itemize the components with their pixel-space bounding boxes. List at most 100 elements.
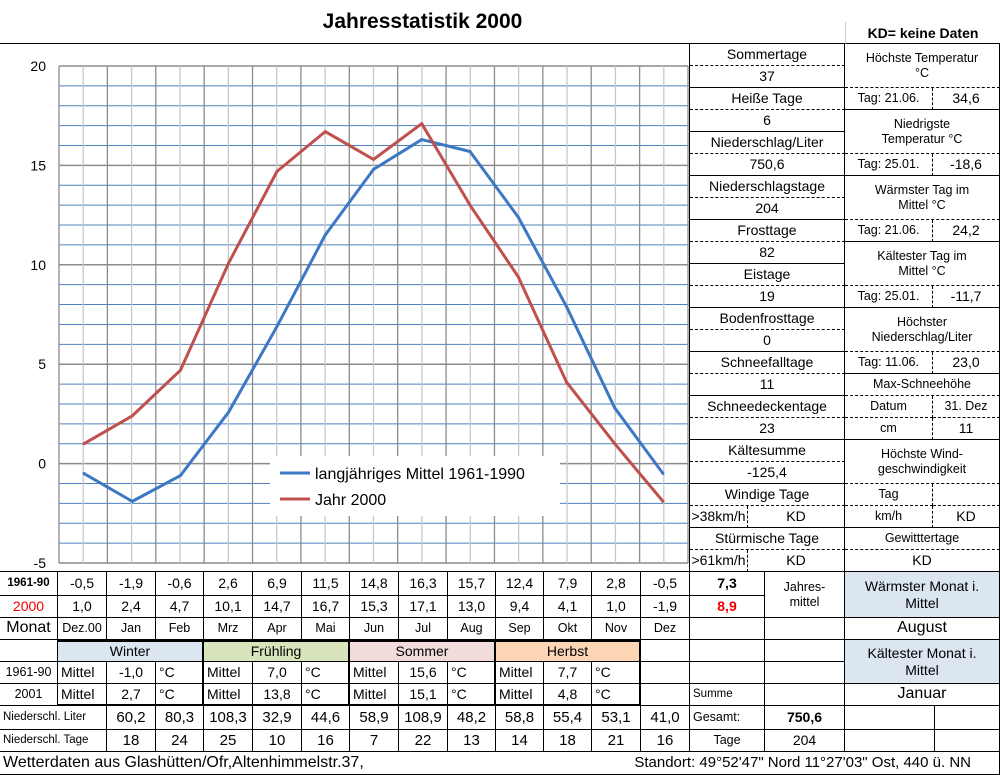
empty-cell (765, 684, 845, 706)
precip-days-value: 16 (641, 730, 690, 752)
year-value: 9,4 (496, 596, 544, 618)
month-label: Dez (641, 618, 690, 640)
season-year-value: 15,1 (399, 684, 448, 706)
stat-label: Eistage (690, 264, 845, 286)
snow-label: Max-Schneehöhe (845, 374, 1000, 396)
data-point (323, 233, 327, 237)
stat-value: 750,6 (690, 154, 845, 176)
data-point (516, 215, 520, 219)
empty-cell (641, 684, 690, 706)
row-label-precip-days: Niederschl. Tage (0, 730, 107, 752)
month-label: Mai (302, 618, 350, 640)
empty-cell (690, 618, 765, 640)
stat-label: Schneefalltage (690, 352, 845, 374)
season-mittel-label: Mittel (350, 662, 399, 684)
row-label-monat: Monat (0, 618, 58, 640)
month-label: Sep (496, 618, 544, 640)
season-unit: °C (592, 662, 641, 684)
month-label: Feb (156, 618, 204, 640)
stat-label: Niederschlag/Liter (690, 132, 845, 154)
stat-value: 23 (690, 418, 845, 440)
data-point (565, 380, 568, 384)
thunder-value: KD (845, 550, 1000, 572)
season-1961-value: 15,6 (399, 662, 448, 684)
y-tick-label: 15 (30, 157, 46, 173)
stat-label: Schneedeckentage (690, 396, 845, 418)
year-value: 1,0 (58, 596, 107, 618)
data-point (372, 157, 375, 161)
season-mittel-label: Mittel (204, 684, 253, 706)
stat-label: Frosttage (690, 220, 845, 242)
season-2-name: Sommer (350, 640, 496, 662)
season-mittel-label: Mittel (350, 684, 399, 706)
precip-liter-value: 58,9 (350, 706, 399, 730)
legend-box (270, 456, 560, 516)
annual-mittel-value: 7,3 (690, 572, 765, 596)
mittel-value: 16,3 (399, 572, 448, 596)
y-tick-label: 0 (38, 456, 46, 472)
max_temp-day: Tag: 21.06. (845, 88, 933, 110)
year-value: 14,7 (253, 596, 302, 618)
year-value: 15,3 (350, 596, 399, 618)
data-point (613, 442, 617, 446)
precip-liter-value: 108,9 (399, 706, 448, 730)
season-year-value: 4,8 (544, 684, 592, 706)
precip-liter-value: 80,3 (156, 706, 204, 730)
month-label: Jun (350, 618, 399, 640)
empty-cell (765, 662, 845, 684)
footer-location: Standort: 49°52'47" Nord 11°27'03" Ost, … (560, 752, 1000, 775)
tage-value: 204 (765, 730, 845, 752)
wind-value: KD (933, 506, 1000, 528)
data-point (130, 499, 134, 503)
warmest-month: August (845, 618, 1000, 640)
wind-day-label: Tag (845, 484, 933, 506)
month-label: Apr (253, 618, 302, 640)
stat-value: 0 (690, 330, 845, 352)
empty-cell (690, 640, 765, 662)
year-value: 10,1 (204, 596, 253, 618)
precip-liter-value: 44,6 (302, 706, 350, 730)
row-label-season-1961-90: 1961-90 (0, 662, 58, 684)
month-label: Mrz (204, 618, 253, 640)
season-mittel-label: Mittel (204, 662, 253, 684)
year-value: 2,4 (107, 596, 156, 618)
precip-liter-value: 32,9 (253, 706, 302, 730)
warm_day-day: Tag: 21.06. (845, 220, 933, 242)
stat-value: 37 (690, 66, 845, 88)
season-unit: °C (448, 684, 496, 706)
data-point (323, 130, 327, 134)
season-mittel-label: Mittel (58, 662, 107, 684)
empty-cell (845, 706, 935, 730)
y-tick-label: 5 (38, 356, 46, 372)
coldest-month: Januar (845, 684, 1000, 706)
data-point (372, 167, 375, 171)
chart-svg: 20 15 10 5 0 -5 langjähriges Mittel 1961-1990 J… (30, 58, 689, 571)
data-point (661, 499, 665, 503)
cold_day-day: Tag: 25.01. (845, 286, 933, 308)
mittel-value: -1,9 (107, 572, 156, 596)
stat-value: 19 (690, 286, 845, 308)
mittel-value: 7,9 (544, 572, 592, 596)
data-point (130, 414, 134, 418)
year-value: 17,1 (399, 596, 448, 618)
year-value: 16,7 (302, 596, 350, 618)
wind-unit: km/h (845, 506, 933, 528)
min_temp-day: Tag: 25.01. (845, 154, 933, 176)
row-label-2000: 2000 (0, 596, 58, 618)
empty-cell (765, 618, 845, 640)
year-value: 4,7 (156, 596, 204, 618)
season-unit: °C (302, 684, 350, 706)
stat-value: 82 (690, 242, 845, 264)
season-unit: °C (448, 662, 496, 684)
y-tick-label: 20 (30, 58, 46, 74)
season-unit: °C (156, 684, 204, 706)
data-point (179, 474, 182, 478)
year-value: 1,0 (592, 596, 641, 618)
warmest-month-label: Wärmster Monat i. Mittel (845, 572, 1000, 618)
mittel-value: 6,9 (253, 572, 302, 596)
season-1961-value: 7,0 (253, 662, 302, 684)
season-1-name: Frühling (204, 640, 350, 662)
mittel-value: 12,4 (496, 572, 544, 596)
season-1961-value: 7,7 (544, 662, 592, 684)
annual-year-value: 8,9 (690, 596, 765, 618)
